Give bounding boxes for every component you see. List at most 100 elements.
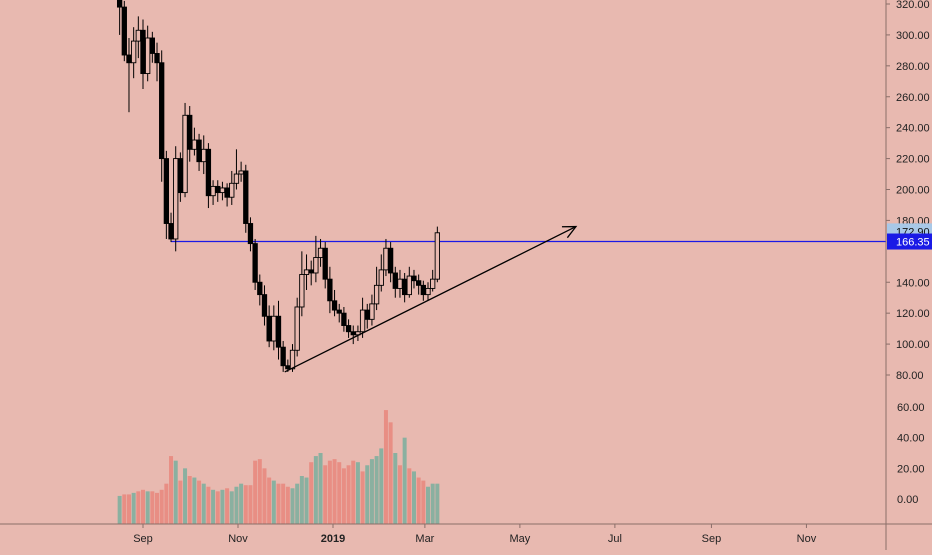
candle-down (412, 276, 416, 281)
volume-bar (389, 422, 393, 524)
volume-bar (164, 484, 168, 524)
candle-down (309, 270, 313, 273)
candle-up (295, 307, 299, 350)
volume-bar (183, 468, 187, 524)
candle-up (272, 316, 276, 341)
volume-bar (150, 491, 154, 524)
candle-up (318, 248, 322, 257)
price-tick-label: 320.00 (896, 0, 930, 11)
candle-down (258, 282, 262, 294)
candle-down (127, 55, 131, 63)
volume-bar (155, 493, 159, 524)
candle-down (122, 7, 126, 55)
volume-bar (146, 491, 150, 524)
candle-down (225, 188, 229, 197)
volume-bar (347, 465, 351, 524)
candle-up (360, 310, 364, 332)
volume-bar (337, 462, 341, 524)
volume-bar (319, 453, 323, 524)
candle-down (328, 279, 332, 301)
candle-down (253, 244, 257, 283)
candle-down (150, 38, 154, 53)
candle-up (145, 38, 149, 74)
candle-down (276, 316, 280, 347)
volume-bar (300, 476, 304, 524)
candle-up (239, 171, 243, 174)
candle-down (286, 366, 290, 369)
volume-bar (375, 456, 379, 524)
candle-up (384, 248, 388, 270)
candle-up (379, 270, 383, 285)
candle-up (374, 285, 378, 304)
volume-bar (356, 462, 360, 524)
time-tick-label: May (509, 533, 530, 545)
candle-down (155, 53, 159, 62)
volume-bar (276, 484, 280, 524)
candle-down (332, 301, 336, 310)
volume-bar (435, 484, 439, 524)
volume-bar (431, 484, 435, 524)
candle-up (370, 304, 374, 319)
volume-bar (169, 456, 173, 524)
volume-bar (412, 471, 416, 524)
volume-bar (132, 493, 136, 524)
candle-down (197, 140, 201, 162)
candle-up (183, 115, 187, 192)
candle-down (416, 281, 420, 286)
candle-up (290, 350, 294, 369)
volume-bar (160, 490, 164, 524)
candle-up (211, 186, 215, 195)
volume-bar (220, 490, 224, 524)
candle-up (304, 270, 308, 275)
price-tick-label: 200.00 (896, 185, 930, 197)
candle-up (314, 258, 318, 273)
volume-bar (118, 496, 122, 524)
time-tick-label: Jul (608, 533, 622, 545)
volume-bar (365, 465, 369, 524)
candle-down (244, 171, 248, 224)
volume-bar (178, 481, 182, 524)
volume-bar (393, 453, 397, 524)
candle-up (202, 149, 206, 161)
volume-bar (192, 478, 196, 524)
chart: 320.00 300.00 280.00 260.00 240.00 220.00 200.… (0, 0, 932, 550)
volume-bar (202, 484, 206, 524)
volume-bar (272, 481, 276, 524)
volume-bar (309, 462, 313, 524)
candle-down (117, 0, 121, 7)
level-price-label: 166.35 (896, 237, 930, 249)
volume-bar (328, 461, 332, 524)
candle-up (407, 276, 411, 295)
volume-bar (122, 494, 126, 524)
volume-tick-label: 20.00 (897, 463, 925, 475)
volume-bar (417, 478, 421, 524)
candle-down (388, 248, 392, 273)
candle-down (342, 313, 346, 325)
time-tick-label: 2019 (321, 533, 345, 545)
candle-down (402, 279, 406, 294)
volume-bar (262, 468, 266, 524)
volume-bar (267, 478, 271, 524)
candle-up (430, 279, 434, 288)
volume-bar (281, 484, 285, 524)
volume-bar (239, 484, 243, 524)
volume-bar (216, 491, 220, 524)
candle-down (206, 149, 210, 195)
price-tick-label: 220.00 (896, 154, 930, 166)
price-tick-label: 100.00 (896, 339, 930, 351)
volume-bar (174, 461, 178, 524)
candle-down (169, 224, 173, 239)
volume-bar (188, 476, 192, 524)
volume-bar (305, 478, 309, 524)
volume-bar (361, 471, 365, 524)
volume-bar (379, 448, 383, 524)
volume-bar (244, 485, 248, 524)
volume-bar (426, 487, 430, 524)
volume-bar (407, 468, 411, 524)
candle-down (216, 186, 220, 192)
volume-bar (141, 490, 145, 524)
price-tick-label: 140.00 (896, 277, 930, 289)
price-tick-label: 300.00 (896, 30, 930, 42)
price-tick-label: 120.00 (896, 308, 930, 320)
candle-down (393, 273, 397, 288)
